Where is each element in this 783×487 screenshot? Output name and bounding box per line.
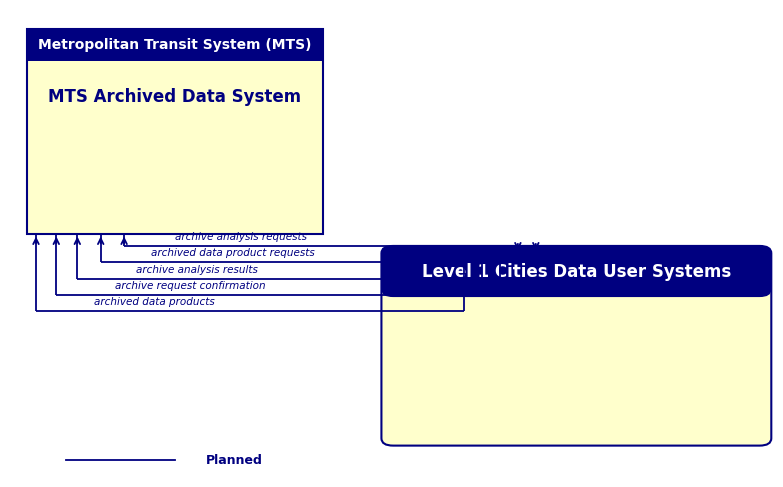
Text: archive analysis requests: archive analysis requests [175, 232, 307, 242]
Text: archived data products: archived data products [95, 297, 215, 307]
FancyBboxPatch shape [393, 272, 760, 290]
FancyBboxPatch shape [381, 246, 771, 446]
Text: archived data product requests: archived data product requests [151, 248, 315, 258]
FancyBboxPatch shape [27, 29, 323, 234]
Text: Metropolitan Transit System (MTS): Metropolitan Transit System (MTS) [38, 38, 312, 52]
Text: archive analysis results: archive analysis results [135, 264, 258, 275]
FancyBboxPatch shape [381, 246, 771, 297]
Text: Planned: Planned [206, 454, 263, 467]
Text: MTS Archived Data System: MTS Archived Data System [49, 88, 301, 106]
Text: archive request confirmation: archive request confirmation [115, 281, 265, 291]
FancyBboxPatch shape [27, 29, 323, 61]
Text: Level 1 Cities Data User Systems: Level 1 Cities Data User Systems [422, 262, 731, 281]
